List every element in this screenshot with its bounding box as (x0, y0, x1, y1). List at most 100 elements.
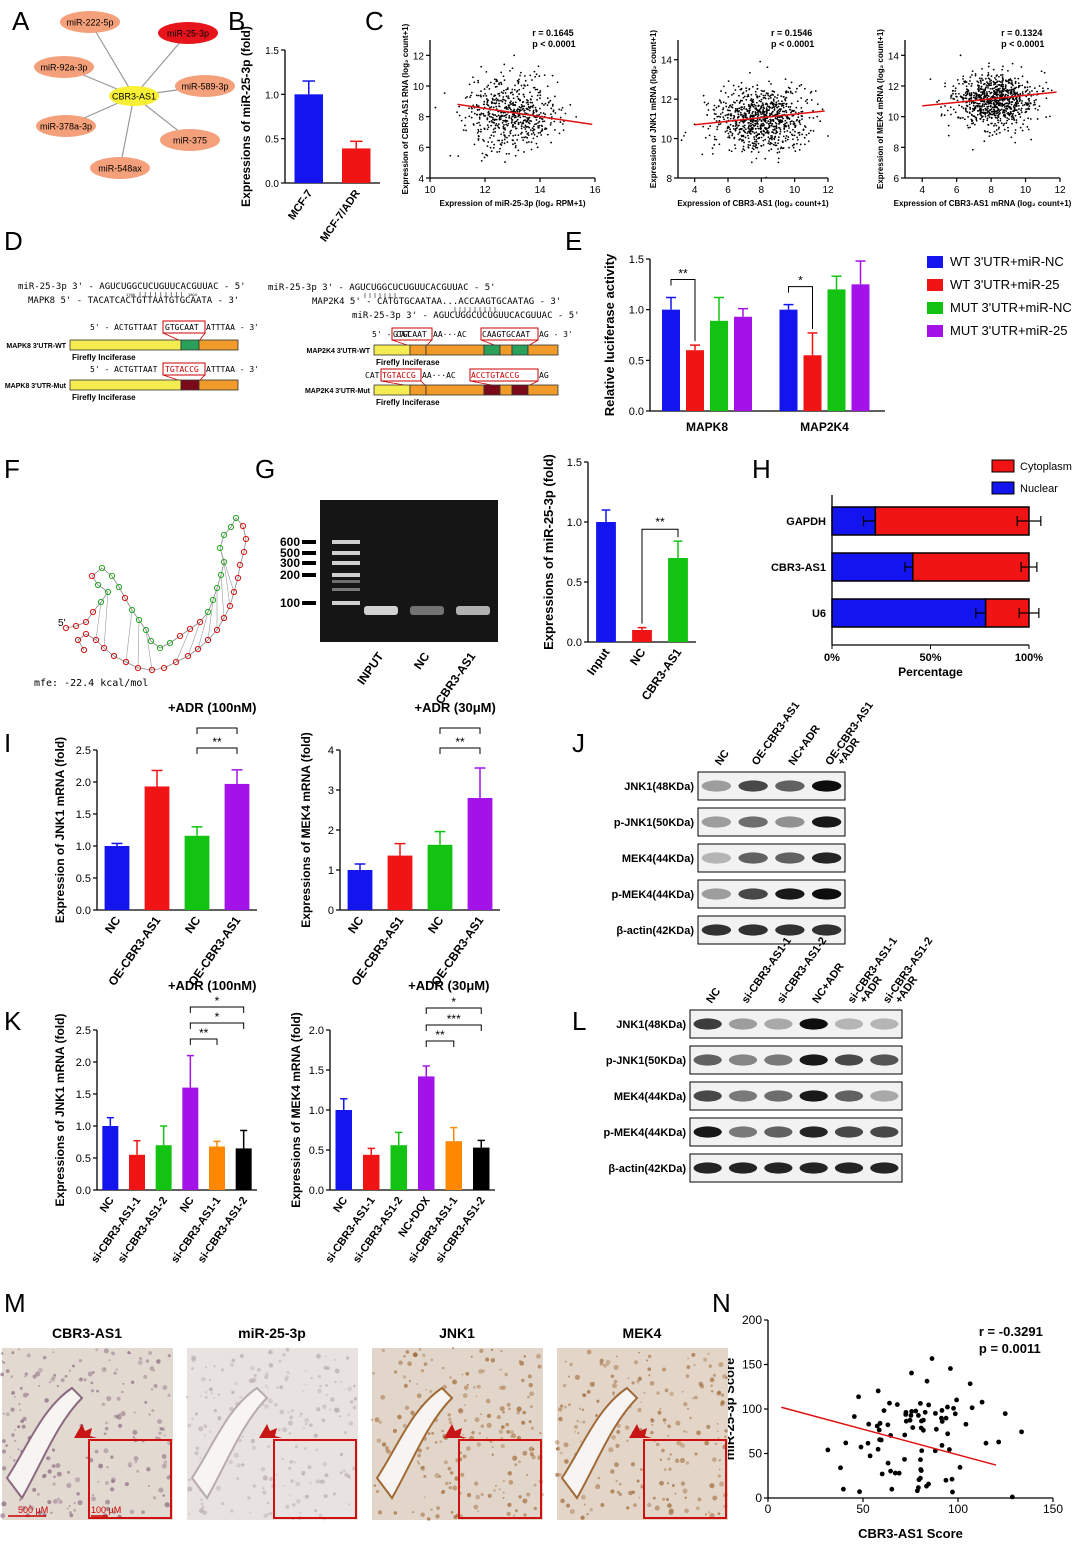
y-tick-label: 14 (888, 51, 900, 62)
data-point (993, 76, 996, 79)
blot-band (693, 1090, 722, 1102)
data-point (492, 131, 495, 134)
blot-strip (697, 879, 846, 909)
data-point (980, 91, 982, 94)
lane-label: INPUT (354, 649, 387, 687)
data-point (1024, 101, 1027, 104)
data-point (995, 103, 998, 106)
data-point (510, 118, 513, 121)
data-point (791, 144, 794, 147)
data-point (985, 91, 988, 93)
data-point (520, 125, 523, 128)
ladder-label: 100 (280, 596, 300, 610)
y-tick-label: 1.5 (309, 1065, 324, 1077)
data-point (903, 1418, 909, 1424)
significance-label: ** (678, 267, 688, 281)
data-point (987, 72, 990, 74)
data-point (993, 106, 995, 109)
data-point (719, 122, 722, 125)
data-point (1029, 102, 1032, 105)
y-tick-label: 2.0 (76, 1057, 91, 1069)
y-tick-label: 4 (328, 745, 334, 757)
data-point (504, 135, 506, 138)
data-point (988, 84, 991, 87)
y-tick-label: 10 (661, 135, 673, 146)
data-point (551, 105, 554, 107)
nucleotide (156, 644, 164, 652)
data-point (812, 109, 814, 112)
data-point (950, 97, 952, 99)
data-point (795, 106, 798, 109)
data-point (1017, 77, 1020, 80)
data-point (1021, 100, 1023, 102)
data-point (493, 121, 496, 124)
data-point (525, 98, 528, 101)
data-point (529, 129, 532, 131)
data-point (751, 112, 754, 115)
data-point (782, 117, 784, 120)
legend-swatch (927, 325, 943, 337)
data-point (754, 140, 756, 143)
data-point (788, 127, 790, 129)
data-point (1033, 99, 1036, 102)
data-point (1015, 121, 1018, 124)
bar (363, 1154, 380, 1190)
data-point (521, 136, 523, 139)
data-point (1004, 85, 1007, 88)
nucleotide (62, 624, 70, 632)
mutant-sequence: TGTACCG (165, 365, 199, 374)
data-point (990, 84, 993, 86)
x-category-label: MCF-7/ADR (318, 188, 363, 244)
data-point (720, 101, 723, 104)
data-point (745, 99, 748, 101)
data-point (772, 104, 775, 107)
data-point (733, 115, 736, 118)
data-point (1017, 111, 1019, 114)
y-category-label: U6 (812, 608, 826, 620)
data-point (514, 134, 517, 137)
data-point (520, 131, 523, 134)
data-point (512, 101, 515, 104)
data-point (528, 109, 531, 112)
data-point (1028, 105, 1031, 107)
position-label: 1804 (188, 292, 198, 297)
data-point (522, 139, 525, 141)
data-point (751, 142, 754, 144)
blot-strip (689, 1045, 903, 1075)
data-point (996, 88, 998, 91)
data-point (760, 100, 762, 103)
data-point (528, 126, 531, 129)
data-point (1015, 119, 1018, 121)
data-point (810, 99, 813, 101)
data-point (531, 106, 534, 108)
data-point (715, 138, 718, 141)
y-tick-label: 1.5 (76, 1089, 91, 1101)
data-point (971, 148, 974, 151)
data-point (503, 79, 506, 82)
data-point (491, 116, 494, 119)
network-node-label: miR-375 (173, 136, 207, 146)
bar (209, 1146, 225, 1190)
data-point (1011, 116, 1013, 118)
data-point (768, 80, 770, 83)
data-point (487, 114, 490, 116)
data-point (792, 121, 795, 123)
data-point (738, 94, 740, 97)
data-point (1010, 79, 1013, 82)
data-point (538, 107, 541, 110)
nucleotide (88, 572, 96, 580)
data-point (1002, 93, 1005, 96)
seed-box (380, 368, 422, 382)
data-point (518, 78, 520, 81)
data-point (957, 116, 960, 119)
data-point (762, 97, 765, 99)
data-point (980, 94, 983, 97)
panel-letter-h: H (752, 454, 771, 484)
data-point (775, 122, 778, 125)
data-point (753, 142, 755, 145)
data-point (499, 147, 501, 150)
x-category-label: NC (425, 913, 447, 936)
data-point (558, 132, 561, 135)
data-point (532, 125, 535, 128)
